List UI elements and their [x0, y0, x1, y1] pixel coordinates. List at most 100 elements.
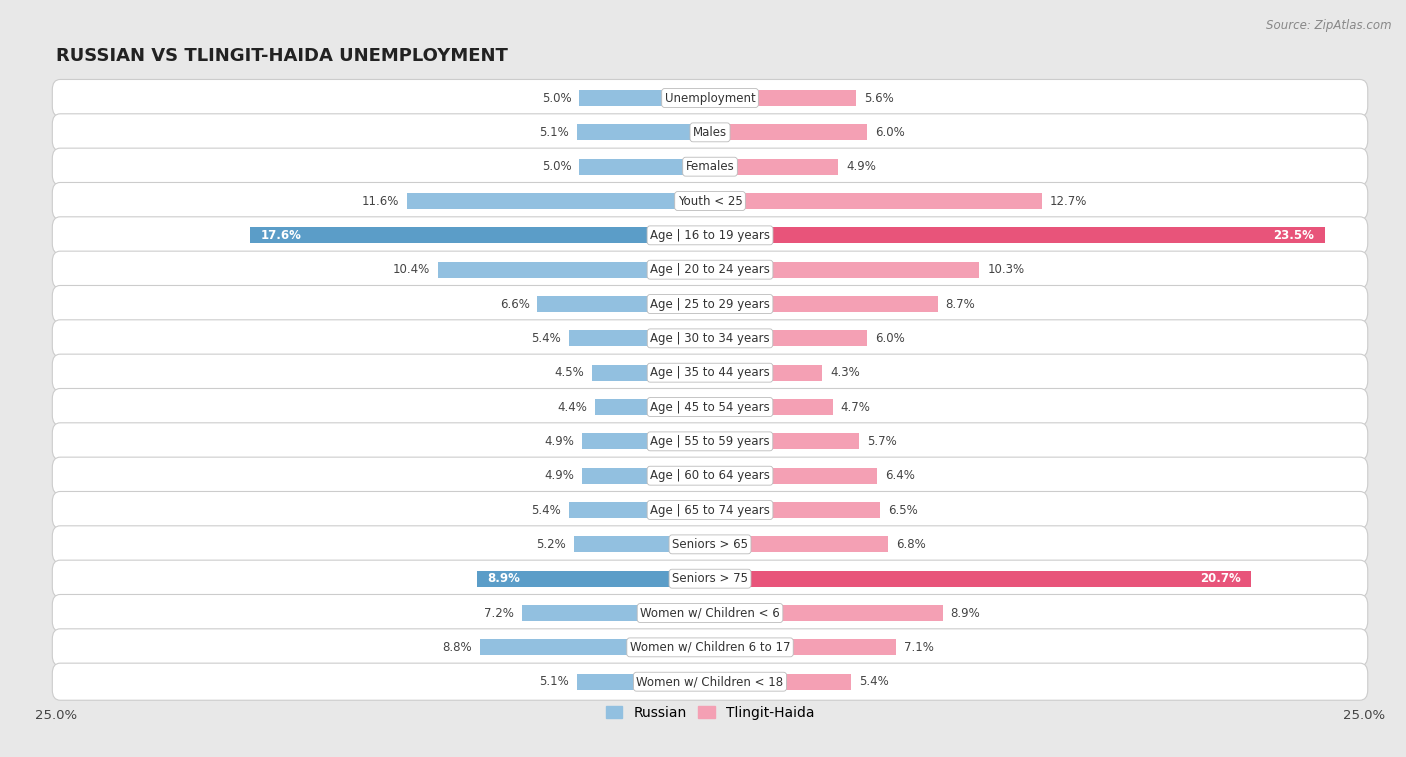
Bar [477, 571, 710, 587]
Bar [710, 227, 1324, 243]
Text: Youth < 25: Youth < 25 [678, 195, 742, 207]
Bar [710, 605, 943, 621]
Text: Age | 16 to 19 years: Age | 16 to 19 years [650, 229, 770, 241]
Text: 11.6%: 11.6% [361, 195, 399, 207]
Text: 7.1%: 7.1% [904, 641, 934, 654]
Text: 10.4%: 10.4% [392, 263, 430, 276]
Text: 17.6%: 17.6% [260, 229, 301, 241]
Text: 4.9%: 4.9% [544, 435, 574, 448]
Text: RUSSIAN VS TLINGIT-HAIDA UNEMPLOYMENT: RUSSIAN VS TLINGIT-HAIDA UNEMPLOYMENT [56, 48, 508, 65]
Text: 6.4%: 6.4% [886, 469, 915, 482]
Text: 12.7%: 12.7% [1050, 195, 1087, 207]
Text: 5.7%: 5.7% [868, 435, 897, 448]
Text: 4.9%: 4.9% [846, 160, 876, 173]
Bar [592, 365, 710, 381]
FancyBboxPatch shape [52, 148, 1368, 185]
Text: Seniors > 65: Seniors > 65 [672, 538, 748, 551]
Text: 4.7%: 4.7% [841, 400, 870, 413]
Bar [595, 399, 710, 415]
Text: 8.7%: 8.7% [945, 298, 976, 310]
Bar [582, 434, 710, 449]
FancyBboxPatch shape [52, 663, 1368, 700]
Text: Age | 60 to 64 years: Age | 60 to 64 years [650, 469, 770, 482]
FancyBboxPatch shape [52, 629, 1368, 666]
FancyBboxPatch shape [52, 79, 1368, 117]
Bar [710, 262, 980, 278]
Bar [710, 193, 1042, 209]
Bar [710, 296, 938, 312]
Text: 5.1%: 5.1% [538, 675, 569, 688]
Bar [710, 640, 896, 656]
Bar [579, 159, 710, 175]
Bar [710, 537, 887, 553]
FancyBboxPatch shape [52, 182, 1368, 220]
Text: 6.0%: 6.0% [875, 332, 904, 345]
Text: Seniors > 75: Seniors > 75 [672, 572, 748, 585]
Bar [710, 674, 851, 690]
Bar [710, 124, 868, 140]
Bar [710, 365, 823, 381]
Bar [537, 296, 710, 312]
Text: Age | 65 to 74 years: Age | 65 to 74 years [650, 503, 770, 516]
Bar [574, 537, 710, 553]
Bar [710, 468, 877, 484]
Bar [710, 434, 859, 449]
FancyBboxPatch shape [52, 319, 1368, 357]
Text: 4.4%: 4.4% [557, 400, 588, 413]
Bar [710, 571, 1251, 587]
Bar [406, 193, 710, 209]
Text: 23.5%: 23.5% [1274, 229, 1315, 241]
Text: 4.5%: 4.5% [555, 366, 585, 379]
Text: Females: Females [686, 160, 734, 173]
Bar [522, 605, 710, 621]
Legend: Russian, Tlingit-Haida: Russian, Tlingit-Haida [600, 700, 820, 725]
FancyBboxPatch shape [52, 251, 1368, 288]
Bar [710, 90, 856, 106]
Bar [710, 502, 880, 518]
Text: 20.7%: 20.7% [1201, 572, 1241, 585]
Text: 5.1%: 5.1% [538, 126, 569, 139]
FancyBboxPatch shape [52, 457, 1368, 494]
Bar [710, 331, 868, 346]
Text: 5.4%: 5.4% [531, 503, 561, 516]
Text: 5.4%: 5.4% [531, 332, 561, 345]
Text: 8.9%: 8.9% [488, 572, 520, 585]
Bar [710, 399, 832, 415]
Text: Age | 30 to 34 years: Age | 30 to 34 years [650, 332, 770, 345]
Text: 5.0%: 5.0% [541, 92, 571, 104]
Bar [569, 502, 710, 518]
Text: Source: ZipAtlas.com: Source: ZipAtlas.com [1267, 19, 1392, 32]
Text: 8.8%: 8.8% [443, 641, 472, 654]
FancyBboxPatch shape [52, 114, 1368, 151]
FancyBboxPatch shape [52, 217, 1368, 254]
Bar [576, 674, 710, 690]
FancyBboxPatch shape [52, 388, 1368, 425]
Bar [479, 640, 710, 656]
Text: Women w/ Children < 18: Women w/ Children < 18 [637, 675, 783, 688]
FancyBboxPatch shape [52, 526, 1368, 563]
Text: 7.2%: 7.2% [484, 606, 515, 619]
Text: Age | 55 to 59 years: Age | 55 to 59 years [650, 435, 770, 448]
FancyBboxPatch shape [52, 594, 1368, 631]
Text: Age | 45 to 54 years: Age | 45 to 54 years [650, 400, 770, 413]
Bar [582, 468, 710, 484]
Text: Women w/ Children < 6: Women w/ Children < 6 [640, 606, 780, 619]
Text: 4.9%: 4.9% [544, 469, 574, 482]
FancyBboxPatch shape [52, 423, 1368, 460]
FancyBboxPatch shape [52, 354, 1368, 391]
Bar [579, 90, 710, 106]
Text: 6.6%: 6.6% [499, 298, 530, 310]
Text: 5.2%: 5.2% [537, 538, 567, 551]
Text: Age | 35 to 44 years: Age | 35 to 44 years [650, 366, 770, 379]
Text: Age | 20 to 24 years: Age | 20 to 24 years [650, 263, 770, 276]
Bar [576, 124, 710, 140]
Text: 6.8%: 6.8% [896, 538, 925, 551]
Text: 4.3%: 4.3% [831, 366, 860, 379]
FancyBboxPatch shape [52, 560, 1368, 597]
Text: Women w/ Children 6 to 17: Women w/ Children 6 to 17 [630, 641, 790, 654]
FancyBboxPatch shape [52, 285, 1368, 322]
Text: 6.5%: 6.5% [887, 503, 918, 516]
Text: 6.0%: 6.0% [875, 126, 904, 139]
Bar [710, 159, 838, 175]
Text: 8.9%: 8.9% [950, 606, 980, 619]
